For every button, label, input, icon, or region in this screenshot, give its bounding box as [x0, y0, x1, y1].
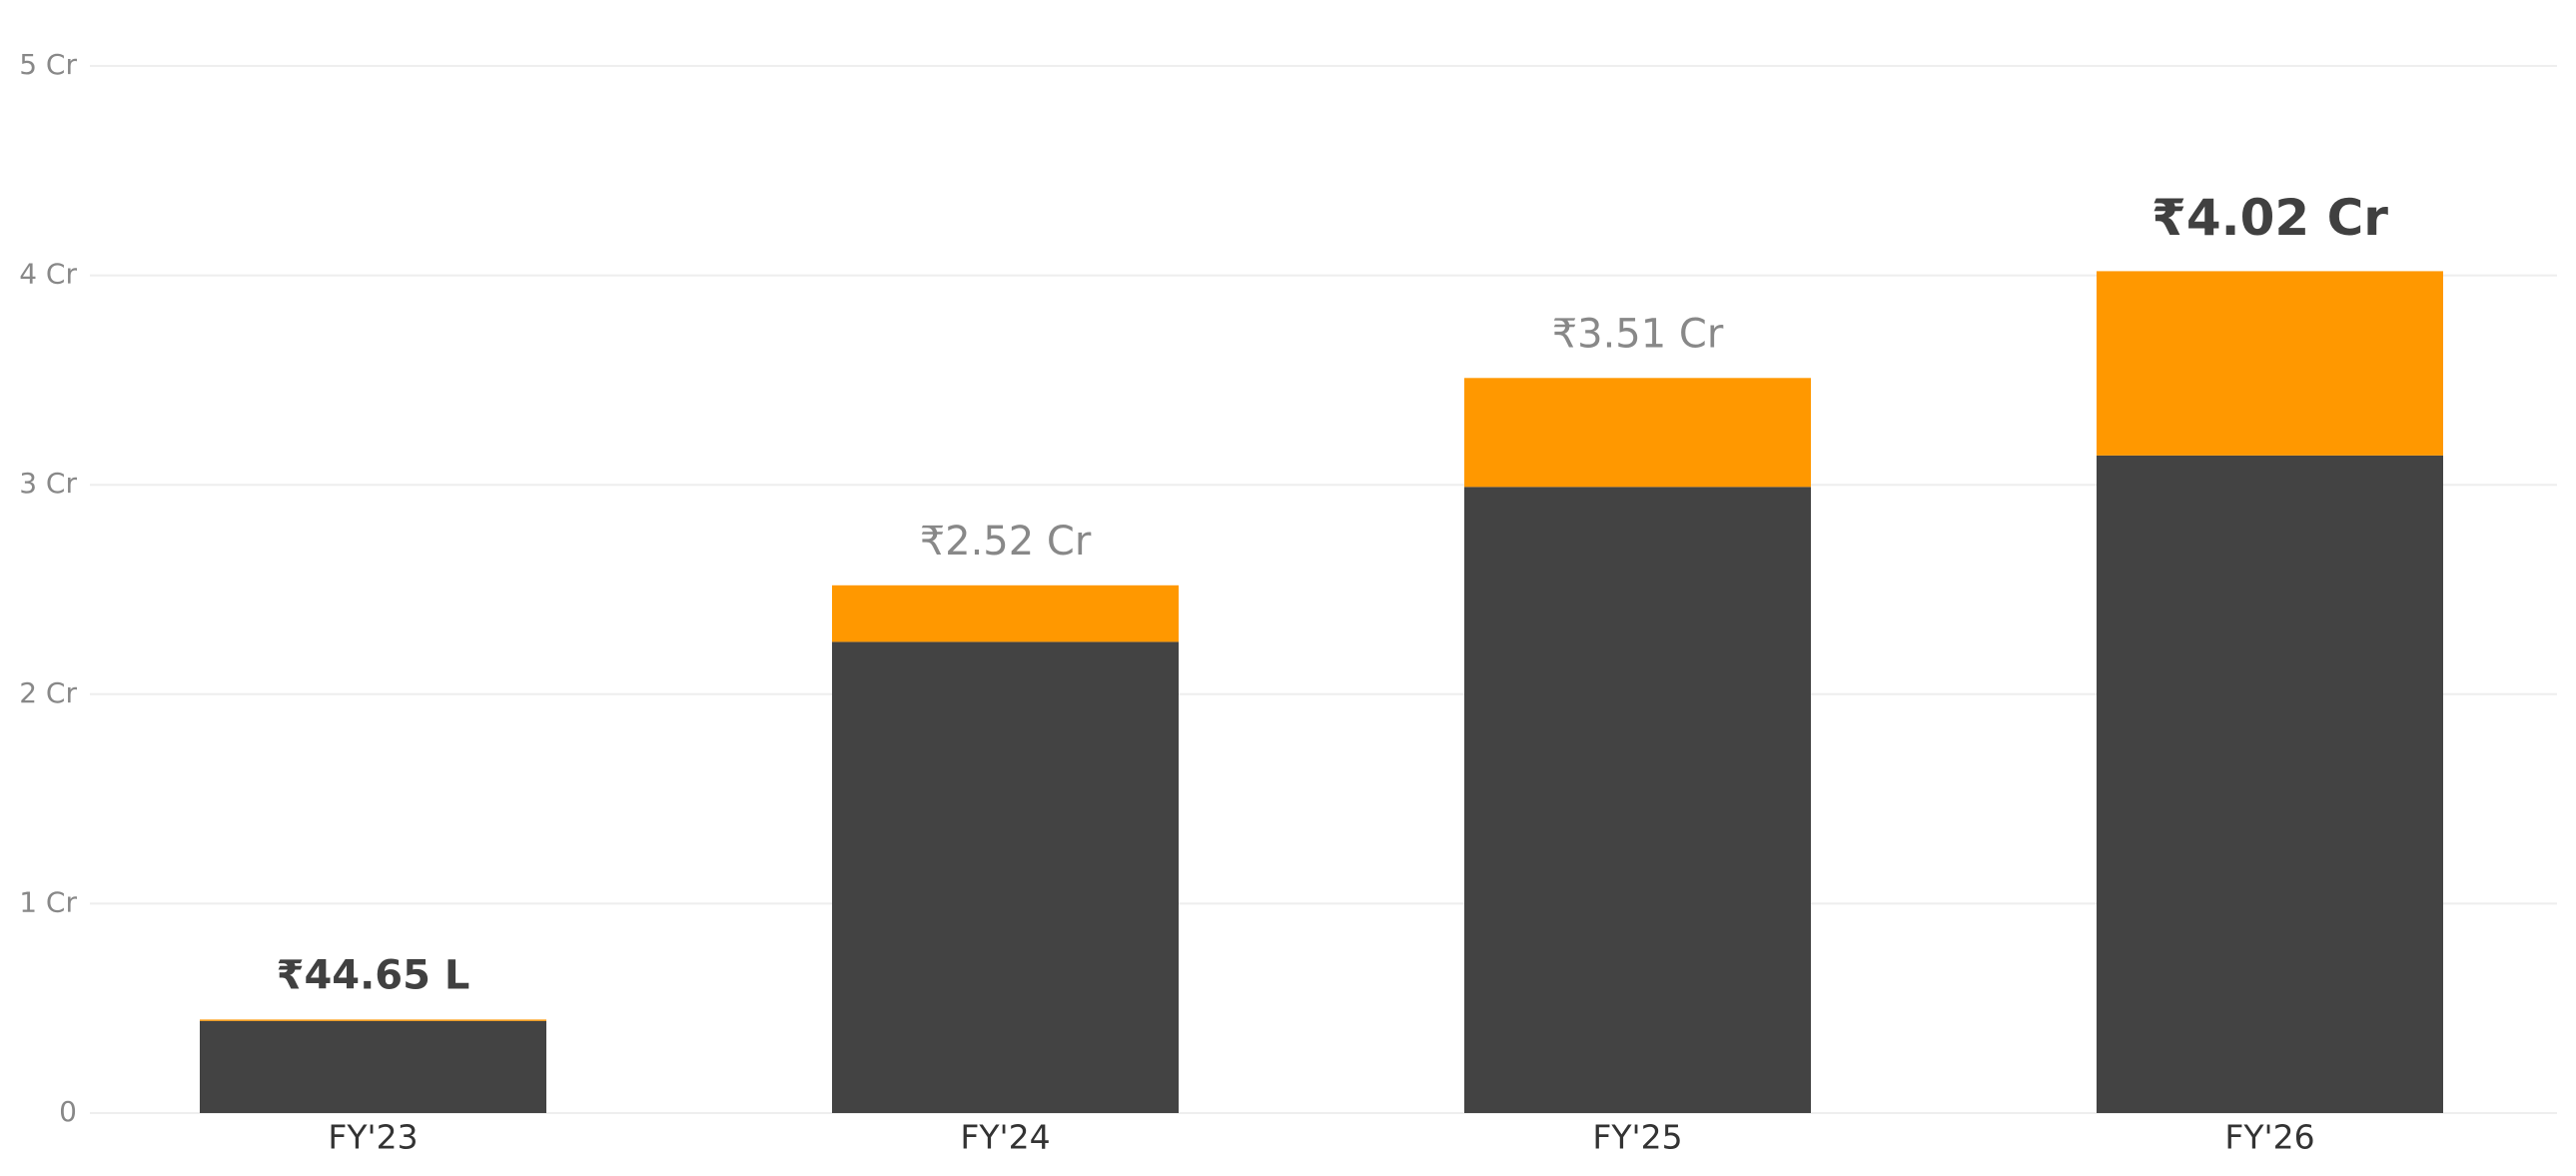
- bar-segment: [2097, 455, 2443, 1114]
- bar-segment: [1464, 487, 1811, 1113]
- total-label: ₹3.51 Cr: [1552, 311, 1724, 357]
- y-tick-label: 1 Cr: [19, 885, 77, 918]
- y-tick-label: 5 Cr: [19, 48, 77, 81]
- x-tick-label: FY'24: [960, 1118, 1050, 1157]
- bar-segment: [200, 1020, 546, 1113]
- bar-segment: [2097, 271, 2443, 456]
- y-tick-label: 2 Cr: [19, 676, 77, 709]
- y-tick-label: 0: [59, 1095, 77, 1128]
- y-tick-label: 4 Cr: [19, 258, 77, 291]
- bar-segment: [832, 585, 1179, 642]
- bar-segment: [1464, 378, 1811, 488]
- x-tick-label: FY'26: [2224, 1118, 2314, 1157]
- y-tick-label: 3 Cr: [19, 467, 77, 500]
- bar-segment: [200, 1019, 546, 1021]
- bar-segment: [832, 641, 1179, 1113]
- x-tick-label: FY'23: [328, 1118, 418, 1157]
- x-tick-label: FY'25: [1592, 1118, 1682, 1157]
- total-label: ₹4.02 Cr: [2151, 189, 2388, 247]
- total-label: ₹2.52 Cr: [920, 519, 1092, 565]
- total-label: ₹44.65 L: [277, 952, 470, 998]
